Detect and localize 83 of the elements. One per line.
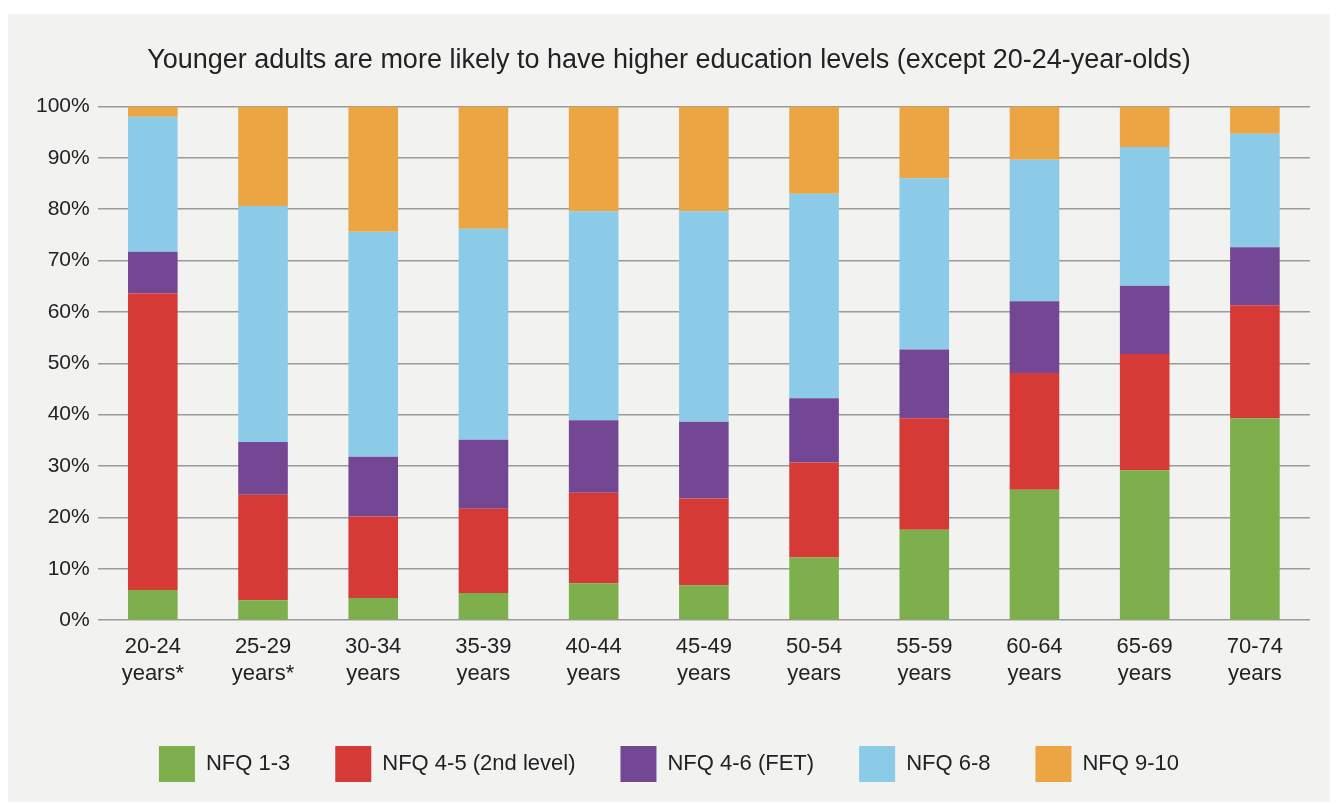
x-tick-label: 60-64 years bbox=[1006, 633, 1063, 685]
bar bbox=[238, 494, 288, 601]
x-tick-label: 35-39 years bbox=[455, 633, 512, 685]
y-tick-label: 0% bbox=[59, 607, 90, 630]
bar bbox=[1009, 301, 1060, 374]
y-tick-label: 40% bbox=[47, 401, 90, 425]
bar bbox=[1119, 106, 1170, 147]
bar bbox=[679, 585, 729, 620]
bar bbox=[899, 349, 950, 419]
bar bbox=[899, 418, 950, 530]
y-tick-label: 70% bbox=[47, 247, 90, 271]
bar bbox=[348, 516, 399, 599]
x-tick-label: 65-69 years bbox=[1116, 633, 1173, 685]
y-tick-label: 20% bbox=[47, 504, 90, 528]
bar bbox=[568, 583, 619, 620]
bar bbox=[458, 228, 509, 440]
x-tick-label: 45-49 years bbox=[675, 633, 732, 685]
x-tick-label: 70-74 years bbox=[1226, 633, 1284, 685]
bar bbox=[1230, 418, 1280, 620]
x-tick-label: 55-59 years bbox=[896, 633, 953, 685]
bar bbox=[238, 600, 288, 620]
bar bbox=[1230, 247, 1280, 306]
bar bbox=[128, 293, 178, 590]
bar bbox=[568, 492, 619, 584]
bar bbox=[679, 211, 729, 422]
legend-label: NFQ 6-8 bbox=[906, 750, 991, 776]
bar bbox=[128, 589, 178, 620]
bar bbox=[348, 598, 399, 620]
legend-label: NFQ 1-3 bbox=[205, 750, 291, 776]
y-tick-label: 30% bbox=[47, 452, 90, 476]
bar bbox=[458, 106, 509, 229]
bar bbox=[789, 106, 839, 194]
bar bbox=[679, 106, 729, 212]
bar bbox=[238, 206, 288, 442]
bar bbox=[1009, 489, 1060, 620]
chart-title: Younger adults are more likely to have higher education levels (except 20-24-year-olds) bbox=[147, 43, 1191, 74]
bar bbox=[1009, 106, 1060, 160]
x-tick-label: 30-34 years bbox=[345, 633, 402, 685]
bar bbox=[679, 421, 729, 499]
bar bbox=[1119, 146, 1170, 286]
legend-label: NFQ 4-6 (FET) bbox=[667, 750, 815, 776]
bar bbox=[899, 529, 950, 620]
bar bbox=[789, 462, 839, 558]
bar bbox=[1009, 159, 1060, 302]
bar bbox=[568, 211, 619, 421]
legend-label: NFQ 9-10 bbox=[1082, 750, 1180, 776]
bar bbox=[1119, 285, 1170, 355]
bar bbox=[899, 178, 950, 350]
bar bbox=[1009, 373, 1060, 490]
bar bbox=[348, 231, 399, 457]
bar bbox=[1119, 354, 1170, 471]
bar bbox=[568, 106, 619, 212]
bar bbox=[458, 508, 509, 593]
bar bbox=[679, 498, 729, 586]
bar bbox=[458, 439, 509, 509]
bar bbox=[128, 251, 178, 294]
bar bbox=[1230, 133, 1280, 248]
bar bbox=[789, 398, 839, 463]
bar bbox=[568, 420, 619, 493]
bar bbox=[128, 116, 178, 252]
bar bbox=[348, 106, 399, 232]
bar bbox=[238, 106, 288, 207]
y-tick-label: 90% bbox=[47, 144, 90, 168]
bar bbox=[899, 106, 950, 179]
y-tick-label: 80% bbox=[47, 195, 90, 219]
y-tick-label: 10% bbox=[47, 555, 90, 579]
x-tick-label: 40-44 years bbox=[565, 633, 622, 685]
y-tick-label: 100% bbox=[35, 93, 90, 117]
bar bbox=[128, 106, 178, 117]
bar bbox=[348, 456, 399, 517]
x-tick-label: 50-54 years bbox=[785, 633, 843, 685]
y-tick-label: 50% bbox=[47, 350, 90, 374]
x-tick-label: 20-24 years* bbox=[121, 633, 185, 685]
bar bbox=[789, 193, 839, 399]
bar bbox=[238, 441, 288, 495]
bar bbox=[1230, 305, 1280, 419]
bar bbox=[1119, 470, 1170, 620]
bar bbox=[458, 592, 509, 620]
x-tick-label: 25-29 years* bbox=[231, 633, 295, 685]
legend-label: NFQ 4-5 (2nd level) bbox=[382, 750, 576, 776]
bar bbox=[1230, 106, 1280, 134]
y-tick-label: 60% bbox=[47, 298, 90, 322]
bar bbox=[789, 557, 839, 620]
